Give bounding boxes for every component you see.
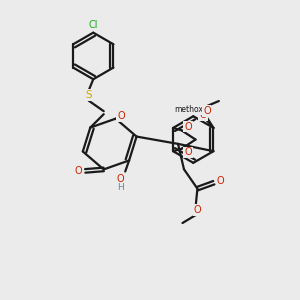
Text: O: O [184,122,192,132]
Text: O: O [217,176,224,186]
Text: H: H [117,183,124,192]
Text: S: S [85,90,92,100]
Text: O: O [184,147,192,158]
Text: O: O [194,205,201,215]
Text: O: O [199,110,207,120]
Text: methoxy: methoxy [174,106,207,115]
Text: O: O [203,106,211,116]
Text: O: O [117,174,124,184]
Text: O: O [75,166,83,176]
Text: O: O [117,111,125,121]
Text: Cl: Cl [88,20,98,30]
